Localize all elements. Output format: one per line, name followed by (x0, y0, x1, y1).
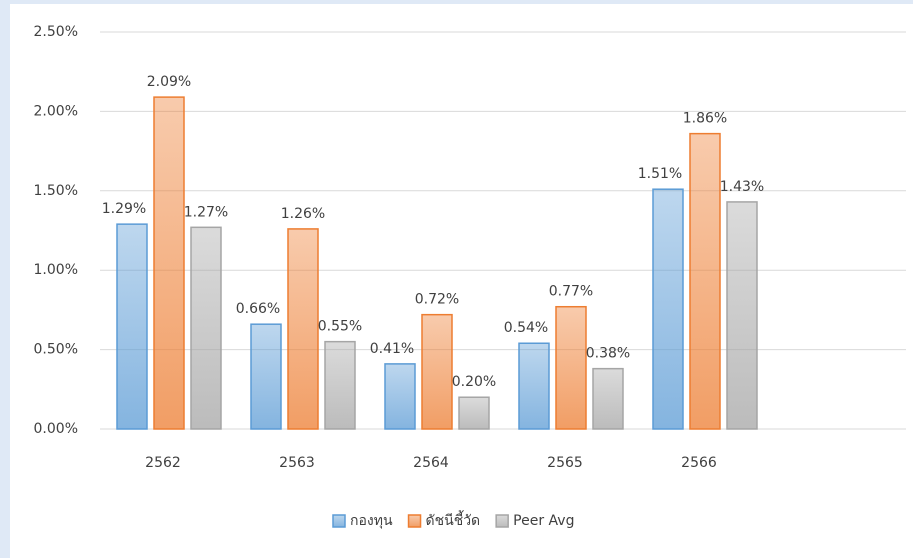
data-label: 1.27% (184, 204, 228, 220)
y-tick-label: 0.50% (34, 342, 78, 358)
data-label: 1.86% (683, 111, 727, 127)
data-label: 0.41% (370, 341, 414, 357)
x-tick-label: 2564 (413, 455, 449, 471)
legend-swatch (332, 514, 346, 528)
bar (153, 96, 185, 430)
legend-label: ดัชนีชี้วัด (426, 510, 481, 529)
y-tick-label: 2.00% (34, 103, 78, 119)
data-label: 2.09% (147, 74, 191, 90)
data-label: 1.51% (638, 166, 682, 182)
bar (324, 340, 356, 430)
data-label: 0.77% (549, 284, 593, 300)
y-tick-label: 1.50% (34, 183, 78, 199)
x-tick-label: 2565 (547, 455, 583, 471)
bar (116, 223, 148, 430)
bar (652, 188, 684, 430)
data-label: 0.38% (586, 346, 630, 362)
data-label: 0.66% (236, 301, 280, 317)
data-label: 1.43% (720, 179, 764, 195)
bar (726, 201, 758, 430)
bar (689, 132, 721, 430)
y-tick-label: 1.00% (34, 262, 78, 278)
y-tick-label: 2.50% (34, 24, 78, 40)
data-label: 0.54% (504, 320, 548, 336)
bar (250, 323, 282, 430)
bar (287, 228, 319, 430)
bar (592, 367, 624, 430)
legend-swatch (495, 514, 509, 528)
bar (518, 342, 550, 430)
legend-label: กองทุน (350, 513, 393, 529)
x-tick-label: 2562 (145, 455, 181, 471)
data-label: 0.20% (452, 374, 496, 390)
data-label: 1.29% (102, 201, 146, 217)
x-tick-label: 2563 (279, 455, 315, 471)
bar (458, 396, 490, 430)
bar (190, 226, 222, 430)
legend-label: Peer Avg (513, 513, 574, 529)
bar (421, 313, 453, 430)
data-label: 0.55% (318, 319, 362, 335)
bar (555, 305, 587, 430)
bar (384, 363, 416, 430)
data-label: 1.26% (281, 206, 325, 222)
x-tick-label: 2566 (681, 455, 717, 471)
data-label: 0.72% (415, 292, 459, 308)
legend-swatch (407, 514, 422, 528)
y-tick-label: 0.00% (34, 421, 78, 437)
